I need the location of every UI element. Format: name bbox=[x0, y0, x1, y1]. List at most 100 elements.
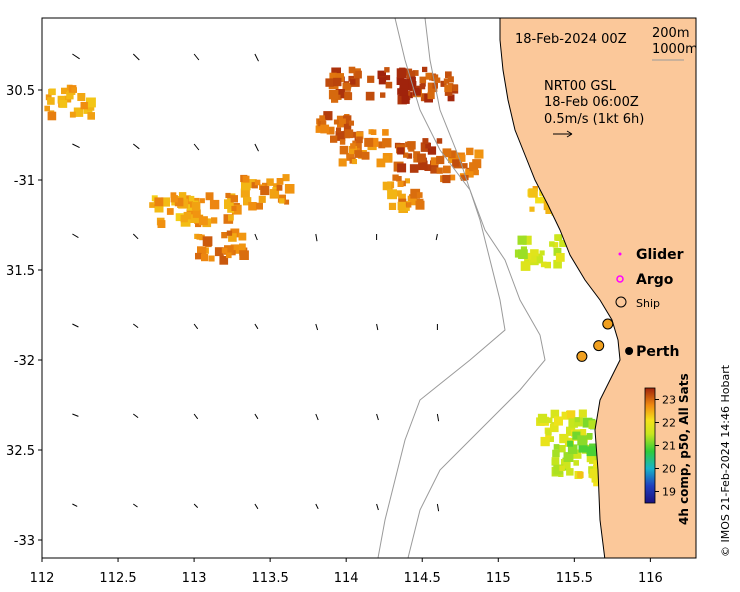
current-arrow bbox=[72, 413, 79, 417]
current-arrow bbox=[72, 503, 78, 507]
sst-pixel bbox=[211, 217, 218, 224]
sst-pixel bbox=[149, 202, 155, 208]
sst-pixel bbox=[333, 119, 339, 125]
sst-pixel bbox=[385, 81, 393, 89]
current-arrow bbox=[72, 323, 79, 328]
sst-pixel bbox=[593, 460, 601, 468]
sst-pixel bbox=[174, 197, 184, 207]
sst-pixel bbox=[377, 70, 386, 80]
sst-pixel bbox=[430, 157, 439, 166]
sst-pixel bbox=[540, 261, 547, 268]
lat-tick-label: -33 bbox=[14, 534, 35, 549]
sst-pixel bbox=[73, 107, 84, 117]
sst-pixel bbox=[330, 135, 338, 143]
sst-pixel bbox=[517, 235, 527, 245]
sst-pixel bbox=[396, 176, 402, 182]
sst-pixel bbox=[448, 155, 456, 164]
current-scale-arrow bbox=[553, 130, 573, 138]
sst-pixel bbox=[337, 118, 346, 128]
sst-pixel bbox=[586, 433, 593, 439]
current-arrow bbox=[315, 413, 319, 421]
lon-tick-label: 113 bbox=[182, 571, 207, 586]
current-arrow bbox=[193, 503, 199, 508]
sst-pixel bbox=[539, 250, 545, 256]
sst-pixel bbox=[472, 159, 482, 169]
sst-pixel bbox=[378, 141, 386, 149]
sst-pixel bbox=[397, 180, 404, 187]
sst-pixel bbox=[273, 183, 280, 190]
sst-pixel bbox=[573, 460, 579, 466]
sst-pixel bbox=[407, 195, 418, 206]
lon-tick-label: 112.5 bbox=[99, 571, 136, 586]
sst-pixel bbox=[157, 220, 166, 228]
current-arrow bbox=[254, 323, 259, 330]
sst-pixel bbox=[436, 167, 443, 174]
sst-pixel bbox=[254, 179, 261, 186]
sst-pixel bbox=[57, 95, 66, 104]
sst-pixel bbox=[331, 67, 341, 78]
sst-pixel bbox=[399, 79, 409, 89]
sst-pixel bbox=[282, 174, 290, 182]
sst-pixel bbox=[566, 468, 574, 476]
sst-pixel bbox=[226, 230, 233, 236]
sst-pixel bbox=[466, 147, 474, 156]
ship-marker bbox=[593, 340, 605, 352]
sst-pixel bbox=[221, 232, 228, 239]
sst-pixel bbox=[419, 83, 426, 90]
sst-pixel bbox=[239, 250, 249, 260]
sst-pixel bbox=[434, 77, 441, 83]
sst-pixel bbox=[443, 165, 451, 174]
sst-pixel bbox=[170, 195, 178, 203]
current-arrow bbox=[72, 143, 80, 149]
sst-pixel bbox=[202, 236, 213, 246]
sst-pixel bbox=[419, 76, 427, 84]
sst-pixel bbox=[462, 163, 468, 169]
sst-pixel bbox=[535, 197, 542, 204]
sst-pixel bbox=[47, 111, 57, 121]
sst-pixel bbox=[354, 70, 362, 79]
current-arrow bbox=[254, 53, 259, 62]
sst-pixel bbox=[593, 464, 599, 471]
sst-pixel bbox=[548, 436, 554, 442]
sst-pixel bbox=[425, 142, 431, 149]
sst-pixel bbox=[566, 410, 576, 419]
sst-pixel bbox=[350, 143, 356, 149]
lon-tick-label: 114.5 bbox=[404, 571, 441, 586]
lat-tick-label: -32 bbox=[14, 354, 35, 369]
sst-pixel bbox=[546, 417, 553, 424]
sst-pixel bbox=[86, 97, 96, 108]
sst-pixel bbox=[343, 115, 352, 124]
sst-pixel bbox=[559, 240, 567, 247]
sst-pixel bbox=[208, 255, 215, 262]
sst-pixel bbox=[284, 199, 290, 205]
sst-pixel bbox=[243, 197, 252, 206]
sst-pixel bbox=[586, 453, 596, 463]
sst-pixel bbox=[473, 169, 479, 176]
sst-pixel bbox=[199, 198, 205, 204]
sst-pixel bbox=[209, 199, 220, 210]
contour-label-200m: 200m bbox=[652, 26, 689, 41]
sst-pixel bbox=[319, 115, 325, 121]
sst-pixel bbox=[577, 471, 584, 479]
sst-pixel bbox=[551, 457, 560, 465]
current-arrow bbox=[376, 323, 379, 331]
sst-pixel bbox=[335, 131, 346, 141]
sst-pixel bbox=[553, 247, 562, 256]
sst-pixel bbox=[315, 125, 323, 133]
sst-pixel bbox=[344, 92, 353, 101]
current-arrow bbox=[193, 413, 199, 420]
sst-pixel bbox=[380, 92, 386, 98]
sst-pixel bbox=[348, 120, 354, 126]
sst-pixel bbox=[578, 409, 587, 418]
sst-pixel bbox=[403, 152, 409, 158]
current-arrow bbox=[254, 233, 258, 241]
sst-pixel bbox=[552, 242, 559, 248]
lon-tick-label: 113.5 bbox=[252, 571, 289, 586]
current-arrow bbox=[72, 233, 79, 239]
ship-legend-label: Ship bbox=[636, 297, 660, 310]
sst-pixel bbox=[87, 112, 95, 120]
argo-legend-icon bbox=[616, 275, 624, 283]
sst-pixel bbox=[589, 468, 600, 479]
sst-pixel bbox=[407, 141, 416, 150]
colorbar bbox=[644, 387, 656, 504]
